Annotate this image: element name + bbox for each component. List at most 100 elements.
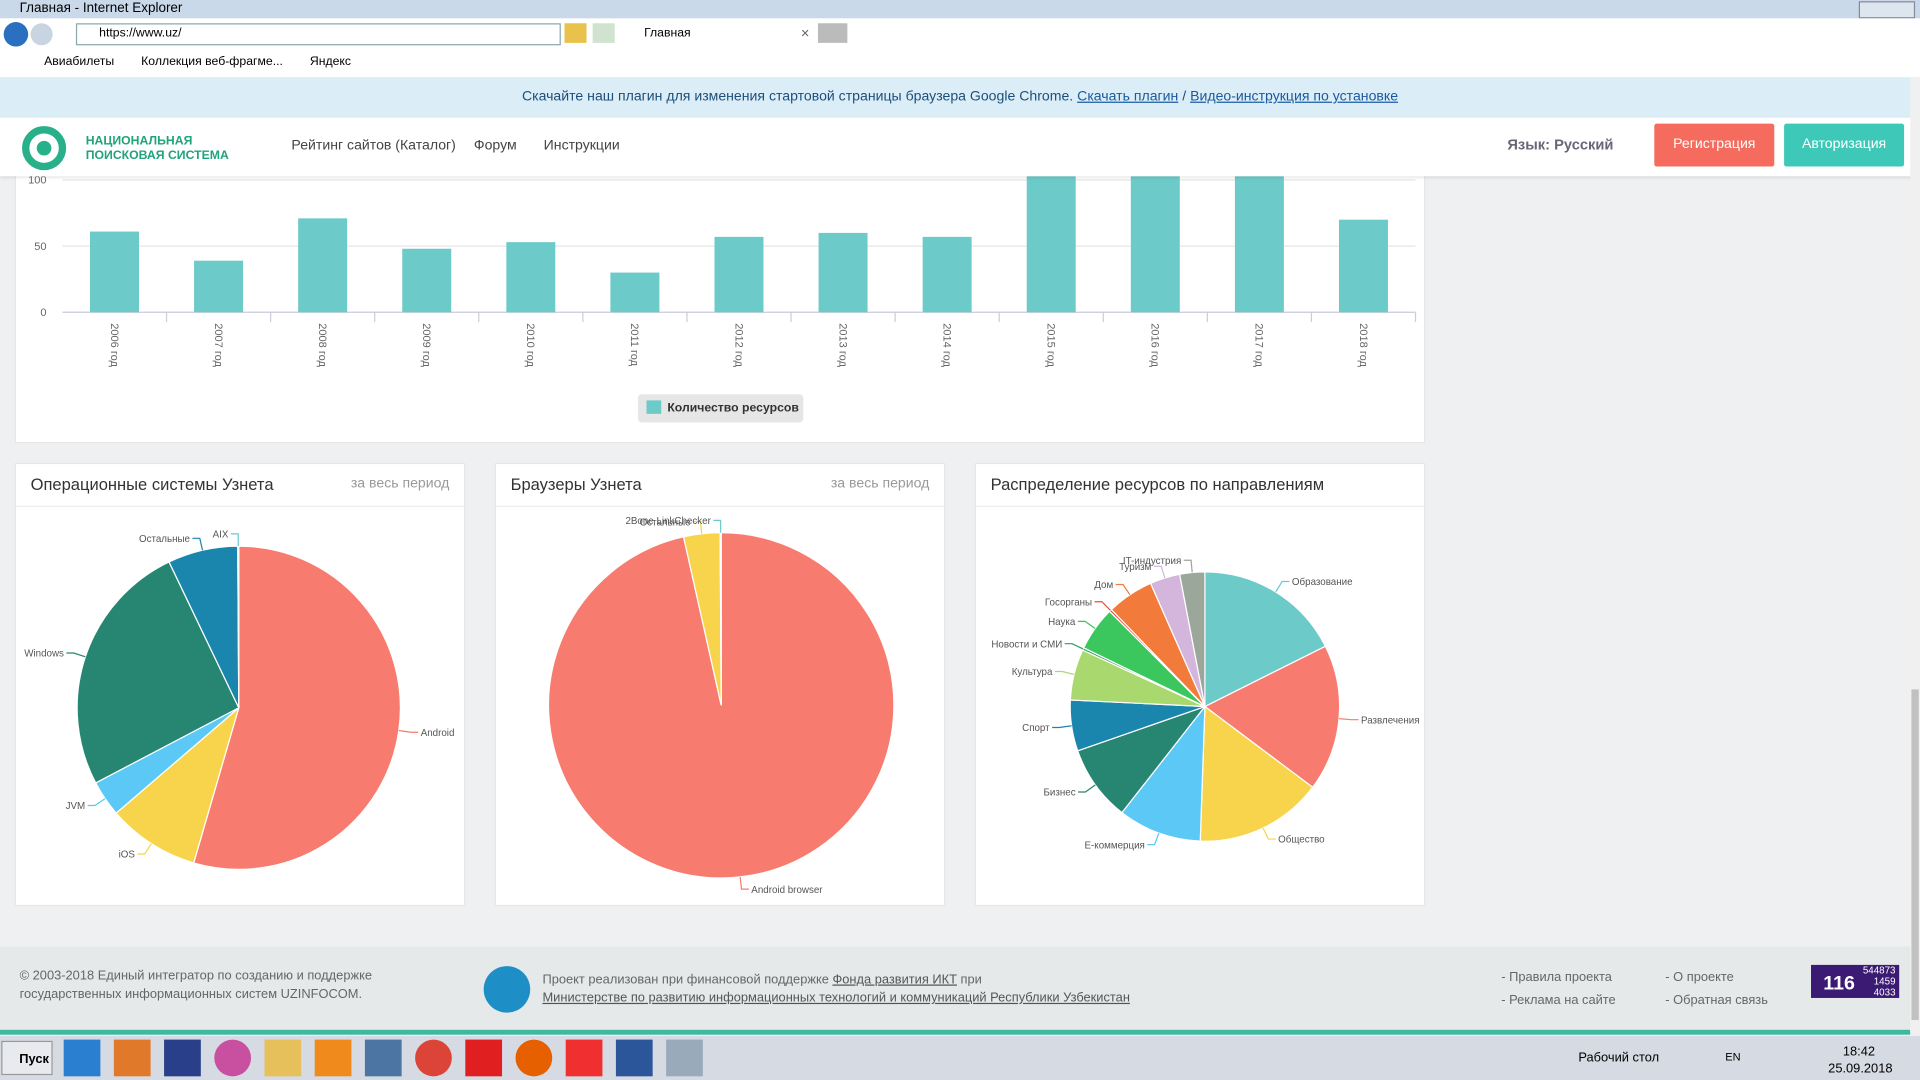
back-button[interactable] (3, 22, 29, 47)
panel-subtitle[interactable]: за весь период (830, 476, 930, 492)
app-icon[interactable] (314, 1039, 352, 1077)
banner-link[interactable]: Скачать плагин (1077, 89, 1179, 105)
leader-line (66, 652, 86, 658)
bar (194, 260, 244, 313)
nav-item[interactable]: Рейтинг сайтов (Каталог) (291, 138, 456, 154)
forward-button[interactable] (30, 23, 53, 46)
panel-title: Распределение ресурсов по направлениям (990, 475, 1325, 494)
x-tick-label: 2016 год (1149, 323, 1161, 367)
language-select[interactable]: Язык: Русский (1507, 135, 1614, 154)
leader-line (1094, 601, 1111, 611)
panel-subtitle[interactable]: за весь период (350, 476, 450, 492)
footer-line (0, 1029, 1911, 1035)
tab-title: Главная (644, 26, 691, 41)
new-tab[interactable] (817, 23, 848, 43)
pie-slice (1121, 704, 1206, 842)
tab-close[interactable]: × (800, 24, 810, 42)
footer-link[interactable]: - О проекте (1665, 969, 1734, 985)
handshake-icon (483, 966, 531, 1013)
app-icon[interactable] (415, 1039, 452, 1077)
app-icon[interactable] (214, 1039, 252, 1077)
nav-item[interactable]: Инструкции (543, 138, 620, 154)
app-icon[interactable] (164, 1039, 201, 1077)
link[interactable]: Фонда развития ИКТ (832, 972, 957, 987)
bar (714, 236, 764, 313)
leader-line (1054, 670, 1075, 676)
bar-chart: 0 50 100 2006 год 2007 год 2008 год 2009 год 20… (28, 166, 1417, 423)
x-tick-label: 2007 год (212, 323, 224, 367)
counter-value: 4033 (1873, 986, 1896, 998)
app-icon[interactable] (264, 1039, 302, 1077)
app-icon[interactable] (666, 1039, 703, 1077)
site-header: НАЦИОНАЛЬНАЯ ПОИСКОВАЯ СИСТЕМА Рейтинг са… (0, 117, 1920, 177)
register-button[interactable]: Регистрация (1654, 123, 1775, 167)
counter-value: 116 (1823, 973, 1855, 995)
counter[interactable]: 116 544873 1459 4033 (1811, 964, 1900, 998)
pie-panel: Распределение ресурсов по направлениям О… (974, 462, 1426, 907)
clock-date: 25.09.2018 (1828, 1061, 1893, 1077)
pie-slice (115, 705, 240, 864)
refresh-button[interactable] (592, 23, 615, 43)
app-icon[interactable] (515, 1039, 553, 1077)
lock-icon[interactable] (564, 23, 587, 43)
leader-line (1338, 717, 1359, 721)
banner-link[interactable]: Видео-инструкция по установке (1190, 89, 1399, 105)
pie-slice (719, 532, 722, 706)
slice-label: Windows (24, 649, 64, 660)
slice-label: iOS (119, 850, 136, 861)
bar (1338, 219, 1388, 313)
bar (402, 248, 452, 313)
favorite[interactable]: Авиабилеты (44, 55, 115, 69)
start-button[interactable]: Пуск (1, 1040, 53, 1076)
footer-link[interactable]: - Реклама на сайте (1501, 993, 1616, 1008)
desktop-label[interactable]: Рабочий стол (1578, 1050, 1660, 1066)
tab[interactable]: Главная × (619, 22, 816, 47)
slice-label: AIX (213, 530, 229, 541)
url: https://www.uz/ (99, 26, 182, 41)
login-button[interactable]: Авторизация (1784, 123, 1905, 167)
logo-icon[interactable] (15, 124, 76, 173)
favorite[interactable]: Коллекция веб-фрагме... (141, 55, 283, 69)
app-icon[interactable] (615, 1039, 653, 1077)
taskbar-apps (63, 1039, 703, 1077)
link[interactable]: Министерстве по развитию информационных … (542, 990, 1130, 1006)
slice-label: Культура (1012, 667, 1053, 678)
nav-item[interactable]: Форум (473, 138, 517, 154)
leader-line (1183, 559, 1193, 573)
logo-text[interactable]: НАЦИОНАЛЬНАЯ ПОИСКОВАЯ СИСТЕМА (86, 135, 229, 164)
x-tick-label: 2018 год (1357, 323, 1369, 367)
footer-link[interactable]: - Правила проекта (1501, 969, 1612, 985)
copyright: © 2003-2018 Единый интегратор по создани… (19, 968, 372, 1002)
bar (922, 236, 972, 313)
slice-label: Остальные (139, 534, 190, 545)
banner: Скачайте наш плагин для изменения старто… (0, 77, 1920, 118)
bar (610, 272, 660, 313)
window-buttons[interactable] (1858, 1, 1916, 19)
x-tick-label: 2010 год (524, 323, 536, 367)
leader-line (1153, 565, 1166, 579)
footer-link[interactable]: - Обратная связь (1665, 993, 1768, 1008)
language-indicator[interactable]: EN (1725, 1050, 1741, 1063)
pie-slice (1204, 571, 1327, 708)
bar (1234, 166, 1284, 313)
favorite[interactable]: Яндекс (309, 55, 352, 69)
leader-line (1262, 827, 1276, 840)
leader-line (693, 520, 703, 534)
scrollbar[interactable] (1910, 77, 1920, 1033)
app-icon[interactable] (364, 1039, 402, 1077)
leader-line (739, 876, 749, 890)
pie-slice (1178, 571, 1206, 707)
x-tick-label: 2013 год (836, 323, 848, 367)
pie-panel: Операционные системы Узнета за весь пери… (14, 462, 466, 907)
address-bar[interactable]: https://www.uz/ (75, 23, 561, 46)
pie-slice (192, 545, 401, 870)
project-info: Проект реализован при финансовой поддерж… (542, 971, 1129, 1008)
app-icon[interactable] (63, 1039, 101, 1077)
window-title: Главная - Internet Explorer (19, 1, 183, 16)
project-text: при (960, 972, 982, 987)
legend-label: Количество ресурсов (667, 400, 799, 414)
app-icon[interactable] (465, 1039, 503, 1077)
app-icon[interactable] (565, 1039, 603, 1077)
app-icon[interactable] (113, 1039, 151, 1077)
